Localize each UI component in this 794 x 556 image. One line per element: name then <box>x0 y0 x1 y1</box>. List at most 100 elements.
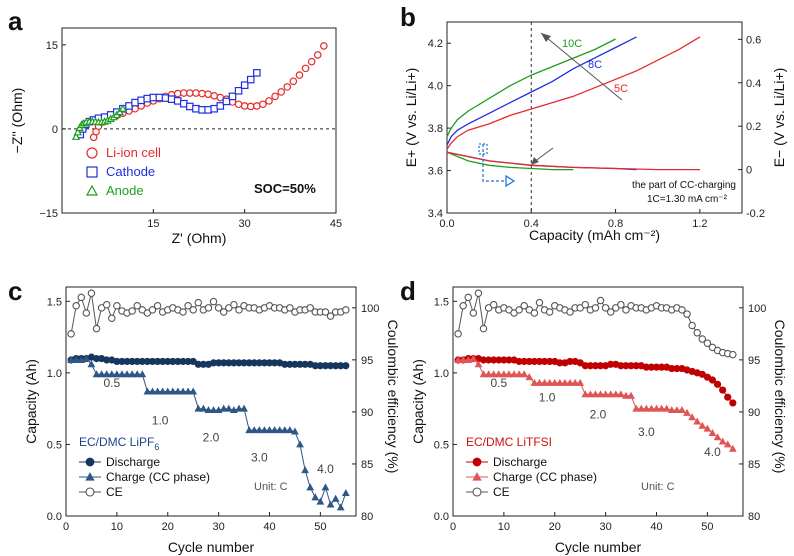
data-point <box>158 387 167 395</box>
data-point <box>113 301 121 310</box>
panel-letter: a <box>8 6 23 36</box>
data-point <box>683 310 691 318</box>
data-point <box>245 426 254 434</box>
data-point <box>235 404 243 412</box>
data-point <box>73 127 83 136</box>
y-tick-label: 4.2 <box>428 38 443 50</box>
data-point <box>581 300 590 309</box>
data-point <box>601 304 610 312</box>
cc-note: the part of CC-charging <box>632 180 736 191</box>
y2-tick-label: 90 <box>748 407 760 419</box>
data-point <box>683 408 691 416</box>
rate-label: 2.0 <box>590 408 607 422</box>
data-point <box>713 433 722 441</box>
rate-label: 3.0 <box>638 425 655 439</box>
y2-tick-label: 85 <box>361 459 373 471</box>
plot-frame <box>452 286 744 517</box>
series-ce <box>454 289 737 359</box>
data-point <box>179 99 188 108</box>
data-point <box>161 94 170 102</box>
data-point <box>186 102 194 111</box>
x-axis-label: Capacity (mAh cm⁻²) <box>529 227 660 243</box>
y2-axis-label: E− (V vs. Li/Li+) <box>771 68 787 168</box>
data-point <box>87 289 96 297</box>
data-point <box>622 306 630 314</box>
data-point <box>118 104 128 112</box>
data-point <box>112 370 121 378</box>
data-point <box>67 355 75 363</box>
data-point <box>280 426 289 434</box>
legend-label: Charge (CC phase) <box>493 470 597 484</box>
data-point <box>576 378 585 386</box>
data-point <box>719 386 727 394</box>
y2-tick-label: 95 <box>748 355 760 367</box>
x-tick-label: 30 <box>239 218 251 230</box>
data-point <box>275 426 284 434</box>
data-point <box>253 69 261 77</box>
data-point <box>301 64 310 73</box>
y-tick-label: 0.0 <box>47 511 62 523</box>
arrow-head <box>531 157 539 165</box>
cc-note: 1C=1.30 mA cm⁻² <box>647 194 728 205</box>
data-point <box>82 309 91 317</box>
panel-d: d 0 10 20 30 40 50 0.0 0.5 1.0 1.5 80 85 90 95 100 Cycle… <box>400 276 788 555</box>
data-point <box>729 350 737 359</box>
legend-label: Discharge <box>106 455 160 469</box>
data-point <box>678 306 686 314</box>
data-point <box>632 404 641 412</box>
data-point <box>296 440 304 448</box>
data-point <box>617 390 625 398</box>
data-point <box>321 308 330 316</box>
x-tick-label: 0 <box>63 521 69 533</box>
data-point <box>198 106 206 114</box>
data-point <box>647 404 656 412</box>
data-point <box>204 406 213 414</box>
electrolyte-label: EC/DMC LiPF6 <box>79 435 159 452</box>
data-point <box>234 100 243 109</box>
y-tick-label: 0.0 <box>434 511 449 523</box>
y-axis-label: Capacity (Ah) <box>23 359 39 444</box>
positive-curve <box>446 38 616 137</box>
y2-tick-label: 85 <box>748 459 760 471</box>
data-point <box>606 390 615 398</box>
y-tick-label: 0.5 <box>434 439 449 451</box>
data-point <box>571 378 579 386</box>
data-point <box>199 404 208 412</box>
rate-label: 4.0 <box>317 462 334 476</box>
data-point <box>688 413 697 421</box>
data-point <box>464 293 473 302</box>
data-point <box>214 304 223 312</box>
rate-label: 0.5 <box>490 376 507 390</box>
data-point <box>286 304 294 312</box>
series-charge-cc-phase- <box>454 354 737 452</box>
series-discharge <box>67 353 350 370</box>
panel-b: b 0.0 0.4 0.8 1.2 3.4 3.6 3.8 4.0 4.2 -0.2 0 0.2 0.4 0… <box>400 2 787 243</box>
y-tick-label: 1.5 <box>434 296 449 308</box>
x-tick-label: 1.2 <box>692 218 707 230</box>
panel-c: c 0 10 20 30 40 50 0.0 0.5 1.0 1.5 80 85 90 95 100 Cycle… <box>8 276 401 555</box>
data-point <box>693 329 701 337</box>
data-point <box>250 426 259 434</box>
negative-curve <box>446 151 574 171</box>
data-point <box>246 102 255 111</box>
soc-annotation: SOC=50% <box>254 181 316 196</box>
legend-marker <box>472 487 482 497</box>
data-point <box>698 335 707 343</box>
data-point <box>326 312 335 320</box>
series-li-ion-cell <box>89 42 328 142</box>
data-point <box>540 378 549 386</box>
data-point <box>698 421 707 429</box>
data-point <box>479 324 488 333</box>
rate-label: 0.5 <box>103 376 120 390</box>
y-tick-label: −15 <box>39 208 58 220</box>
legend-label: CE <box>106 485 123 499</box>
panel-letter: b <box>400 2 416 32</box>
data-point <box>265 426 274 434</box>
legend-label: Cathode <box>106 164 155 179</box>
data-point <box>566 378 574 386</box>
data-point <box>92 324 101 333</box>
data-point <box>561 378 569 386</box>
data-point <box>163 387 172 395</box>
data-point <box>179 89 188 97</box>
